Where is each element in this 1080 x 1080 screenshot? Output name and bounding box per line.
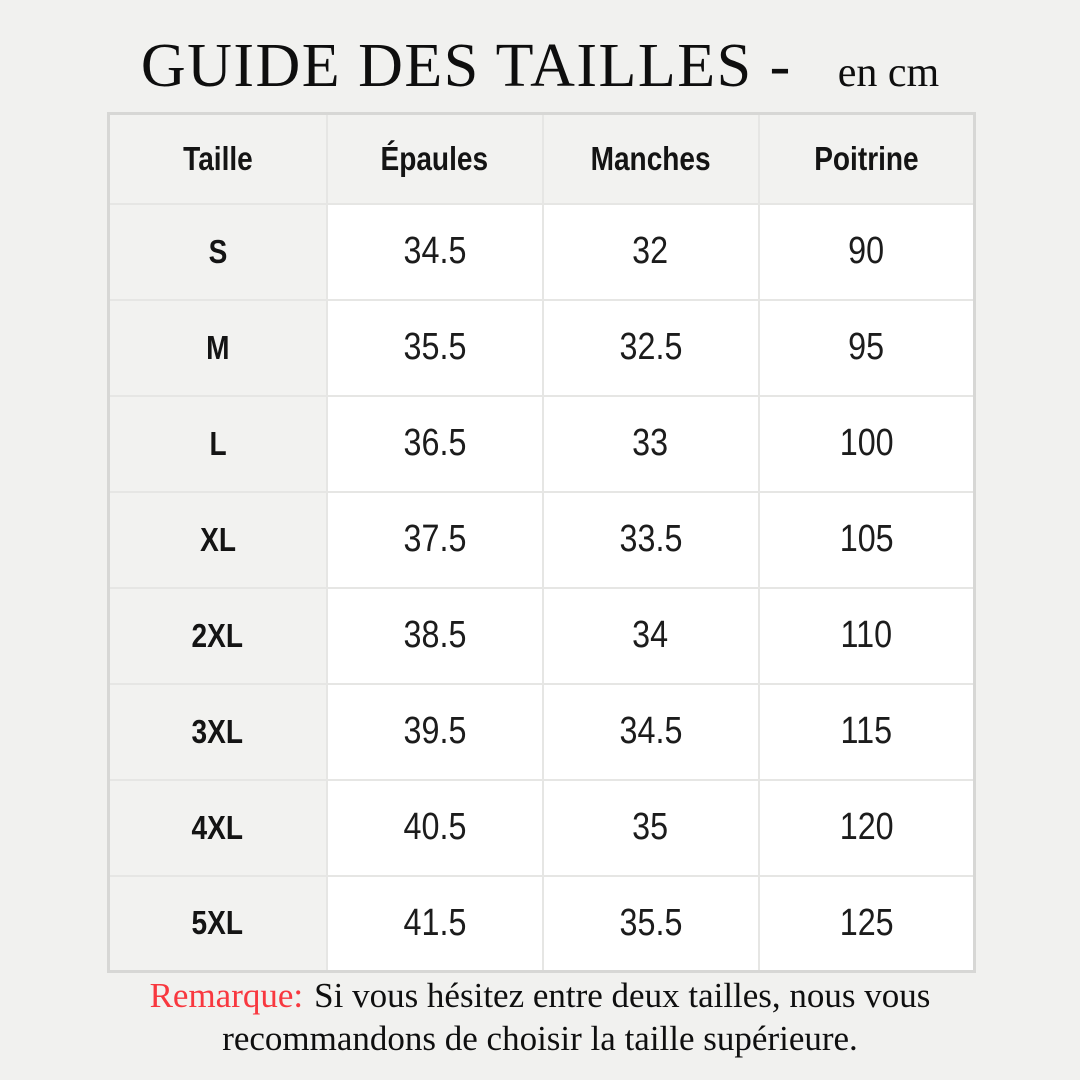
poitrine-value: 115 (840, 710, 893, 752)
manches-value: 33.5 (619, 518, 682, 560)
col-header-manches-label: Manches (590, 139, 711, 177)
manches-value: 32 (632, 230, 669, 272)
table-header-row: Taille Épaules Manches Poitrine (107, 112, 976, 205)
size-label: XL (199, 520, 236, 558)
manches-cell: 34.5 (541, 682, 760, 781)
epaules-cell: 39.5 (325, 682, 544, 781)
table-row-5xl: 5XL 41.5 35.5 125 (107, 874, 976, 973)
poitrine-cell: 115 (757, 682, 976, 781)
poitrine-cell: 125 (757, 874, 976, 973)
size-cell: S (107, 202, 328, 301)
manches-value: 33 (632, 422, 669, 464)
poitrine-cell: 105 (757, 490, 976, 589)
epaules-value: 37.5 (403, 518, 466, 560)
size-cell: XL (107, 490, 328, 589)
epaules-cell: 38.5 (325, 586, 544, 685)
col-header-taille: Taille (107, 112, 328, 205)
epaules-value: 39.5 (403, 710, 466, 752)
epaules-cell: 36.5 (325, 394, 544, 493)
page-header: GUIDE DES TAILLES - en cm (0, 0, 1080, 112)
size-cell: 4XL (107, 778, 328, 877)
manches-value: 35 (632, 806, 669, 848)
col-header-poitrine-label: Poitrine (814, 139, 919, 177)
size-table: Taille Épaules Manches Poitrine S 34.5 3… (107, 112, 976, 973)
epaules-cell: 37.5 (325, 490, 544, 589)
table-row-m: M 35.5 32.5 95 (107, 298, 976, 397)
size-cell: 5XL (107, 874, 328, 973)
manches-value: 32.5 (619, 326, 682, 368)
epaules-value: 41.5 (403, 901, 466, 944)
table-row-4xl: 4XL 40.5 35 120 (107, 778, 976, 877)
table-row-3xl: 3XL 39.5 34.5 115 (107, 682, 976, 781)
page-title: GUIDE DES TAILLES - (140, 32, 792, 100)
col-header-epaules-label: Épaules (380, 139, 489, 177)
size-label: 3XL (192, 712, 244, 750)
epaules-value: 38.5 (403, 614, 466, 656)
col-header-poitrine: Poitrine (757, 112, 976, 205)
poitrine-value: 120 (839, 806, 894, 848)
col-header-taille-label: Taille (182, 139, 253, 177)
poitrine-cell: 110 (757, 586, 976, 685)
manches-cell: 35 (541, 778, 760, 877)
poitrine-cell: 120 (757, 778, 976, 877)
col-header-epaules: Épaules (325, 112, 544, 205)
epaules-value: 35.5 (403, 326, 466, 368)
size-cell: L (107, 394, 328, 493)
poitrine-value: 90 (848, 230, 885, 272)
size-label: M (206, 328, 230, 366)
poitrine-cell: 100 (757, 394, 976, 493)
size-label: L (209, 424, 227, 462)
epaules-value: 36.5 (403, 422, 466, 464)
manches-cell: 34 (541, 586, 760, 685)
size-label: S (208, 232, 228, 270)
manches-cell: 35.5 (541, 874, 760, 973)
col-header-manches: Manches (541, 112, 760, 205)
epaules-cell: 40.5 (325, 778, 544, 877)
poitrine-value: 125 (839, 901, 894, 944)
manches-cell: 32.5 (541, 298, 760, 397)
manches-value: 34.5 (619, 710, 682, 752)
manches-cell: 32 (541, 202, 760, 301)
table-row-xl: XL 37.5 33.5 105 (107, 490, 976, 589)
poitrine-value: 110 (840, 614, 893, 656)
poitrine-value: 105 (839, 518, 894, 560)
title-unit: en cm (837, 50, 940, 96)
manches-value: 35.5 (619, 901, 682, 944)
epaules-cell: 41.5 (325, 874, 544, 973)
poitrine-cell: 95 (757, 298, 976, 397)
manches-value: 34 (632, 614, 669, 656)
poitrine-value: 100 (839, 422, 894, 464)
manches-cell: 33.5 (541, 490, 760, 589)
size-cell: 3XL (107, 682, 328, 781)
epaules-cell: 35.5 (325, 298, 544, 397)
epaules-cell: 34.5 (325, 202, 544, 301)
note-text: Si vous hésitez entre deux tailles, nous… (222, 976, 931, 1059)
table-row-l: L 36.5 33 100 (107, 394, 976, 493)
table-row-s: S 34.5 32 90 (107, 202, 976, 301)
poitrine-cell: 90 (757, 202, 976, 301)
size-label: 5XL (192, 904, 244, 942)
table-row-2xl: 2XL 38.5 34 110 (107, 586, 976, 685)
poitrine-value: 95 (848, 326, 885, 368)
note-label: Remarque: (149, 976, 304, 1015)
epaules-value: 34.5 (403, 230, 466, 272)
epaules-value: 40.5 (403, 806, 466, 848)
note: Remarque: Si vous hésitez entre deux tail… (60, 974, 1020, 1061)
size-label: 4XL (192, 808, 244, 846)
manches-cell: 33 (541, 394, 760, 493)
size-label: 2XL (192, 616, 244, 654)
size-cell: M (107, 298, 328, 397)
size-cell: 2XL (107, 586, 328, 685)
